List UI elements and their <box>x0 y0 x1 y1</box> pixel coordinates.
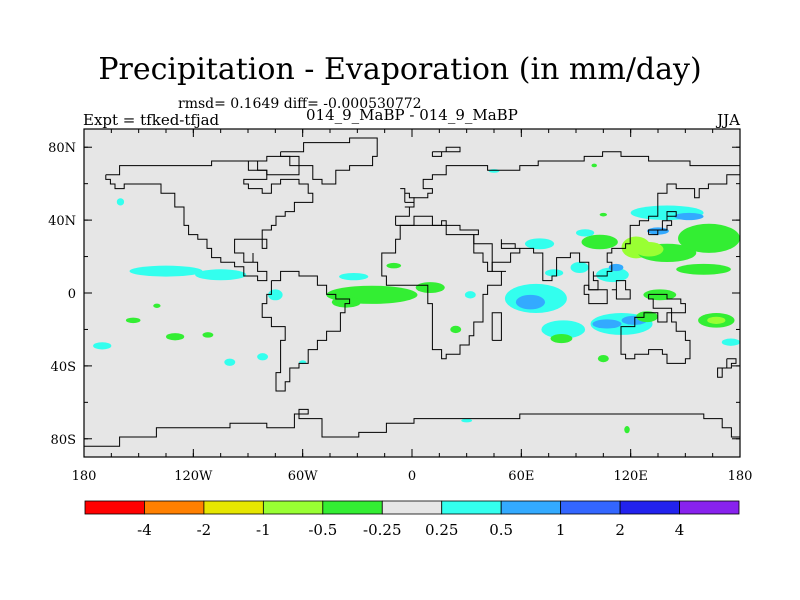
lon-tick-label: 180 <box>728 469 753 484</box>
field-arab-cyan <box>524 238 555 250</box>
case-label: 014_9_MaBP - 014_9_MaBP <box>306 106 518 124</box>
coastline-eurasia <box>395 151 740 291</box>
field-eq-green-2 <box>676 263 731 275</box>
field-pac-cyan-6 <box>257 353 269 361</box>
colorbar-swatch <box>679 500 740 515</box>
lat-tick-label: 0 <box>68 287 76 302</box>
coastline-uk <box>400 188 415 203</box>
coastline-svalbard <box>431 146 461 157</box>
lon-tick-label: 60W <box>288 469 319 484</box>
field-atl-cyan <box>339 272 369 281</box>
colorbar-swatch <box>322 500 383 515</box>
field-so-cyan <box>461 418 473 423</box>
colorbar-label: 0.5 <box>489 521 513 539</box>
experiment-label: Expt = tfked-tfjad <box>83 111 220 129</box>
colorbar-label: 1 <box>556 521 566 539</box>
colorbar-label: -0.25 <box>363 521 401 539</box>
coastline-north-america <box>105 160 314 282</box>
field-eur-green <box>599 212 607 217</box>
coastline-japan <box>648 211 677 236</box>
lon-tick-label: 120W <box>174 469 213 484</box>
coastline-greenland <box>280 137 378 185</box>
field-pac-cyan-5 <box>224 358 236 366</box>
field-spac-cyan <box>721 338 740 346</box>
lon-tick-label: 60E <box>508 469 534 484</box>
colorbar-swatch <box>381 500 443 515</box>
field-pac-itcz-east <box>129 265 203 277</box>
colorbar-label: -1 <box>256 521 271 539</box>
field-bay-cyan <box>570 262 589 273</box>
coastline-australia <box>620 312 691 364</box>
colorbar-swatch <box>500 500 562 515</box>
coastline-borneo <box>611 280 631 300</box>
field-asia-lime <box>634 241 664 257</box>
field-pac-green-3 <box>202 332 214 338</box>
colorbar-swatch <box>84 500 145 515</box>
field-pac-itcz-east2 <box>195 269 247 281</box>
field-afr-green-n <box>386 262 402 269</box>
field-pac-green-4 <box>153 303 161 308</box>
field-io-cyan-2 <box>541 320 586 339</box>
field-aus-green <box>597 354 609 363</box>
coastline-new-zealand <box>717 358 737 378</box>
field-spac-lime <box>707 316 726 324</box>
field-afr-cyan <box>464 291 476 299</box>
coastline-south-america <box>261 270 351 392</box>
field-arab-cyan-2 <box>545 269 564 277</box>
field-arctic-green <box>591 163 597 168</box>
field-pac-green-1 <box>125 317 141 324</box>
colorbar-label: 2 <box>615 521 625 539</box>
lat-tick-label: 80N <box>48 141 76 156</box>
field-mc-blue <box>608 263 624 272</box>
colorbar-swatch <box>262 500 324 515</box>
coastlines <box>84 137 740 447</box>
field-pac-green-2 <box>166 333 185 341</box>
stats-line: rmsd= 0.1649 diff= -0.000530772 <box>178 96 422 112</box>
field-pac-spot-2 <box>93 342 112 350</box>
field-asia-green <box>581 234 618 250</box>
field-ea-cyan <box>576 229 595 237</box>
field-sio-blue-1 <box>592 319 622 329</box>
axis-ticks: 180 120W 60W 0 60E 120E 180 80N 40N 0 40S 80S <box>48 129 752 484</box>
field-afr-green <box>415 282 445 293</box>
coastline-sumatra <box>583 284 608 305</box>
field-io-green-3 <box>550 334 573 344</box>
field-afr-green-s <box>450 325 462 334</box>
field-mc-cyan <box>596 267 629 283</box>
lon-tick-label: 180 <box>72 469 97 484</box>
coastline-antarctica <box>84 408 740 447</box>
lon-tick-label: 120E <box>614 469 648 484</box>
plot-title: Precipitation - Evaporation (in mm/day) <box>98 52 702 87</box>
colorbar-label: -4 <box>137 521 152 539</box>
coastline-madagascar <box>491 312 502 341</box>
lat-tick-label: 40N <box>48 214 76 229</box>
colorbar-swatch <box>144 500 205 515</box>
field-sio-green <box>636 311 658 323</box>
season-label: JJA <box>717 111 740 129</box>
lat-tick-label: 80S <box>51 433 76 448</box>
field-so-green <box>624 426 630 434</box>
colorbar-swatch <box>203 500 264 515</box>
colorbar-label: -2 <box>197 521 212 539</box>
colorbar-label: 4 <box>675 521 685 539</box>
coastline-new-guinea <box>648 293 686 314</box>
colorbar-swatch <box>619 500 680 515</box>
field-io-blue-1 <box>515 294 546 310</box>
colorbar-label: 0.25 <box>425 521 458 539</box>
field-pac-spot-1 <box>116 198 125 206</box>
colorbar: -4 -2 -1 -0.5 -0.25 0.25 0.5 1 2 4 <box>84 500 740 539</box>
coastline-africa <box>381 224 506 360</box>
field-wpac-green-big <box>678 223 740 253</box>
field-wpac-blue-n <box>674 212 704 221</box>
lat-tick-label: 40S <box>51 360 76 375</box>
field-arctic-cyan <box>488 169 500 173</box>
colorbar-swatch <box>441 500 502 515</box>
coastline-baffin <box>247 155 300 176</box>
lon-tick-label: 0 <box>408 469 416 484</box>
colorbar-label: -0.5 <box>308 521 337 539</box>
colorbar-swatch <box>560 500 621 515</box>
